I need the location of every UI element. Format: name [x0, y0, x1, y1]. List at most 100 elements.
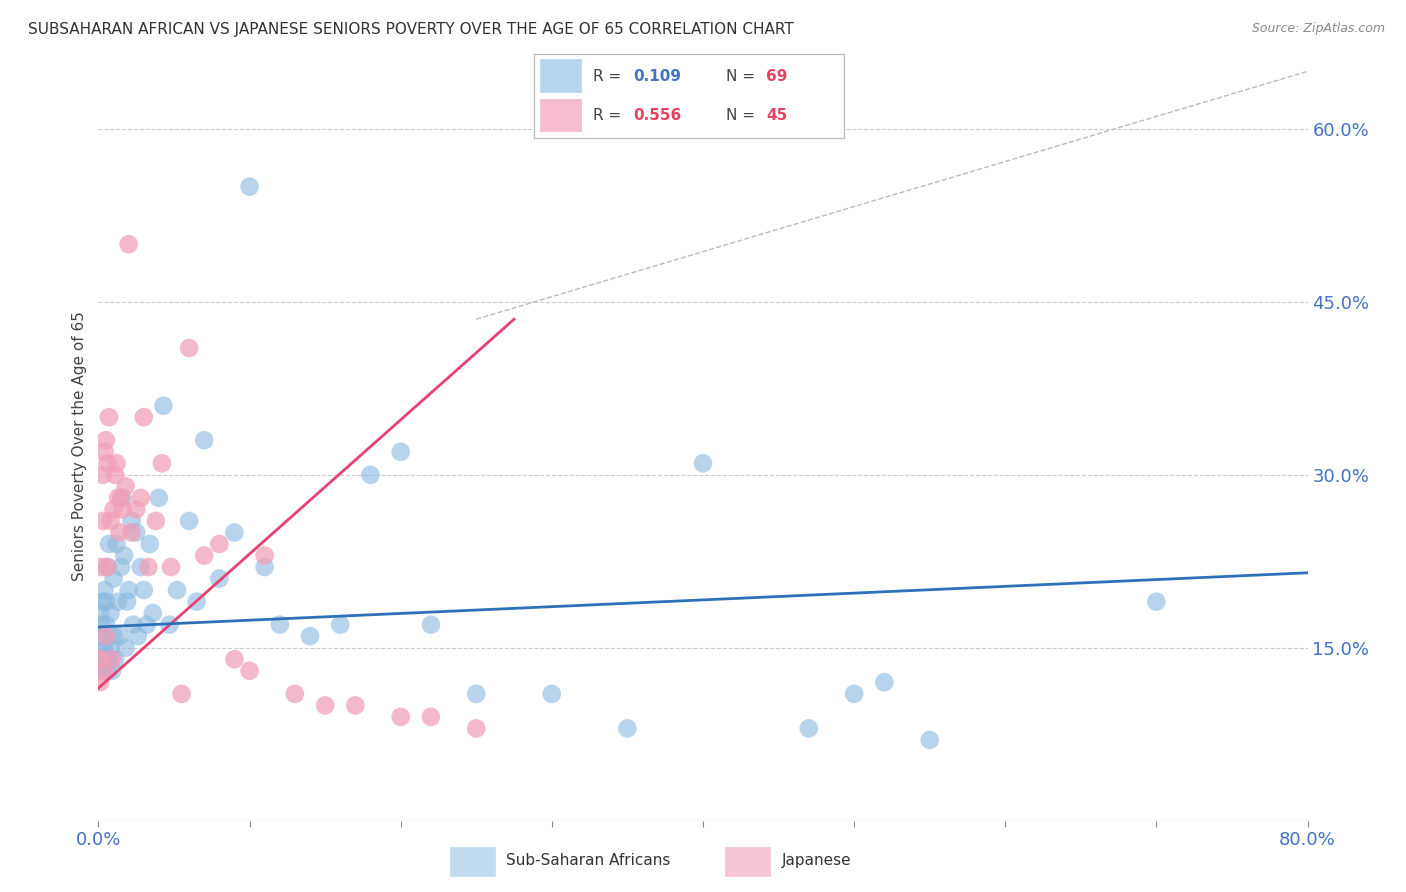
Point	[360, 467, 382, 482]
Point	[420, 617, 443, 632]
Point	[253, 549, 276, 563]
Point	[136, 560, 159, 574]
Point	[110, 491, 132, 505]
Point	[100, 514, 122, 528]
Point	[145, 514, 167, 528]
Text: R =: R =	[593, 108, 626, 123]
Point	[797, 722, 820, 736]
Point	[105, 537, 128, 551]
Point	[110, 560, 132, 574]
Point	[125, 502, 148, 516]
Point	[129, 560, 152, 574]
Point	[314, 698, 336, 713]
Point	[96, 456, 118, 470]
Point	[224, 652, 246, 666]
Point	[179, 341, 201, 355]
Point	[186, 594, 208, 608]
Point	[89, 675, 111, 690]
Point	[122, 617, 145, 632]
Point	[114, 640, 136, 655]
Point	[94, 434, 117, 448]
Text: R =: R =	[593, 69, 626, 84]
Point	[90, 652, 112, 666]
Point	[166, 583, 188, 598]
Point	[101, 664, 124, 678]
Point	[118, 583, 141, 598]
Point	[112, 549, 135, 563]
Point	[89, 652, 111, 666]
Point	[873, 675, 896, 690]
Point	[96, 560, 118, 574]
Point	[90, 617, 112, 632]
Point	[159, 617, 181, 632]
FancyBboxPatch shape	[725, 847, 770, 876]
Point	[389, 710, 412, 724]
Point	[103, 572, 125, 586]
FancyBboxPatch shape	[540, 60, 581, 92]
Point	[121, 525, 143, 540]
Point	[101, 652, 124, 666]
Point	[89, 629, 111, 643]
Point	[114, 479, 136, 493]
Point	[918, 733, 941, 747]
Point	[108, 629, 131, 643]
Point	[98, 410, 121, 425]
Point	[94, 629, 117, 643]
Point	[103, 629, 125, 643]
Point	[108, 525, 131, 540]
Point	[111, 502, 134, 516]
Point	[344, 698, 367, 713]
Point	[160, 560, 183, 574]
Point	[125, 525, 148, 540]
Point	[90, 664, 112, 678]
Point	[208, 537, 231, 551]
Point	[269, 617, 291, 632]
Point	[148, 491, 170, 505]
Point	[239, 179, 262, 194]
Point	[193, 434, 215, 448]
Point	[135, 617, 157, 632]
Point	[132, 583, 155, 598]
Text: N =: N =	[725, 69, 759, 84]
Point	[90, 560, 112, 574]
Text: SUBSAHARAN AFRICAN VS JAPANESE SENIORS POVERTY OVER THE AGE OF 65 CORRELATION CH: SUBSAHARAN AFRICAN VS JAPANESE SENIORS P…	[28, 22, 794, 37]
Text: 0.556: 0.556	[633, 108, 682, 123]
Point	[284, 687, 307, 701]
Point	[389, 444, 412, 458]
Point	[94, 617, 117, 632]
Text: Source: ZipAtlas.com: Source: ZipAtlas.com	[1251, 22, 1385, 36]
Point	[540, 687, 562, 701]
FancyBboxPatch shape	[450, 847, 495, 876]
Y-axis label: Seniors Poverty Over the Age of 65: Seniors Poverty Over the Age of 65	[72, 311, 87, 581]
Point	[616, 722, 638, 736]
Point	[107, 491, 129, 505]
Point	[420, 710, 443, 724]
Point	[98, 537, 121, 551]
Point	[105, 456, 128, 470]
Point	[179, 514, 201, 528]
Text: 69: 69	[766, 69, 787, 84]
Point	[115, 594, 138, 608]
Point	[91, 594, 114, 608]
Point	[170, 687, 193, 701]
Point	[89, 652, 111, 666]
Point	[1144, 594, 1167, 608]
Point	[104, 652, 127, 666]
Point	[692, 456, 714, 470]
Point	[253, 560, 276, 574]
Point	[152, 399, 174, 413]
Point	[91, 514, 114, 528]
Point	[465, 687, 488, 701]
Point	[104, 467, 127, 482]
Point	[129, 491, 152, 505]
Point	[93, 664, 115, 678]
Point	[118, 237, 141, 252]
Point	[224, 525, 246, 540]
Point	[329, 617, 352, 632]
Point	[107, 594, 129, 608]
Text: N =: N =	[725, 108, 759, 123]
Point	[93, 583, 115, 598]
FancyBboxPatch shape	[540, 99, 581, 131]
Text: Japanese: Japanese	[782, 854, 852, 868]
Text: Sub-Saharan Africans: Sub-Saharan Africans	[506, 854, 671, 868]
